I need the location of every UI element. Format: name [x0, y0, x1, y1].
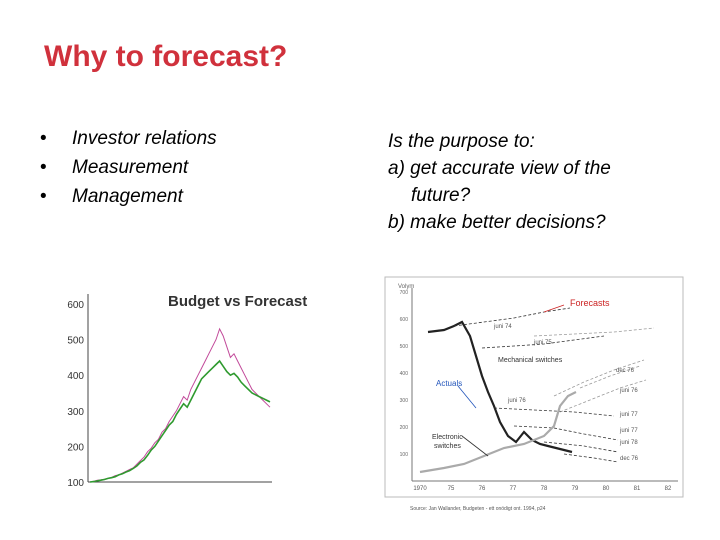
- forecast-line-mech2: [513, 425, 619, 441]
- juni74-label: juni 74: [493, 324, 512, 330]
- bullet-text: Management: [72, 186, 183, 207]
- forecast-electronic-2: [559, 379, 647, 413]
- bullet-item: • Measurement: [40, 153, 217, 182]
- switches-label: switches: [434, 443, 461, 450]
- y-axis-label: Volym: [398, 284, 414, 290]
- bullet-item: • Management: [40, 182, 217, 211]
- electronic-arrow: [461, 435, 489, 457]
- series-line-green: [89, 359, 271, 483]
- y-tick-label: 200: [67, 442, 84, 453]
- juni76b-label: juni 76: [507, 398, 526, 404]
- question-b: b) make better decisions?: [388, 212, 606, 233]
- y-tick-label: 100: [67, 478, 84, 489]
- juni76-label: juni 76: [619, 388, 638, 394]
- juni78-label: juni 78: [619, 440, 638, 446]
- x-tick-label: 76: [479, 486, 486, 492]
- question-a-line1: a) get accurate view of the: [388, 158, 611, 179]
- forecast-electronic-3: [533, 327, 655, 337]
- y-tick-label: 300: [400, 398, 409, 404]
- x-tick-label: 78: [541, 486, 548, 492]
- forecast-line-mech3: [543, 441, 619, 453]
- y-tick-label: 300: [67, 407, 84, 418]
- slide-title: Why to forecast?: [44, 40, 288, 73]
- electronic-label: Electronic: [432, 434, 463, 441]
- juni77-label: juni 77: [619, 412, 638, 418]
- x-tick-label: 75: [448, 486, 455, 492]
- actuals-label: Actuals: [436, 379, 462, 388]
- switches-volume-svg: Volym 700 600 500 400 300 200 100 1970 75 76 77 78…: [384, 276, 684, 512]
- source-note: Source: Jan Wallander, Budgeten - ett on…: [410, 506, 546, 512]
- bullet-dot: •: [40, 186, 47, 207]
- juni75-label: juni 75: [533, 340, 552, 346]
- forecast-line-mech1: [493, 407, 615, 417]
- y-tick-label: 200: [400, 425, 409, 431]
- budget-vs-forecast-svg: Budget vs Forecast 600 500 400 300 200 100: [67, 293, 307, 489]
- bullet-text: Investor relations: [72, 128, 217, 149]
- forecast-line-mech4: [563, 453, 619, 463]
- dec76b-label: dec 76: [620, 456, 639, 462]
- x-tick-label: 82: [665, 486, 672, 492]
- y-tick-label: 500: [67, 336, 84, 347]
- bullet-item: • Investor relations: [40, 124, 217, 153]
- y-tick-label: 100: [400, 452, 409, 458]
- actuals-arrow: [457, 385, 477, 409]
- dec76-label: dec 76: [616, 368, 635, 374]
- forecast-line-juni74: [453, 307, 571, 327]
- y-tick-label: 500: [400, 344, 409, 350]
- bullet-dot: •: [40, 128, 47, 149]
- series-line-magenta: [89, 327, 271, 483]
- chart-frame: [384, 276, 684, 498]
- y-tick-label: 400: [67, 371, 84, 382]
- juni77b-label: juni 77: [619, 428, 638, 434]
- bullet-list: • Investor relations • Measurement • Manage…: [40, 124, 217, 211]
- forecast-electronic-1: [553, 359, 645, 397]
- y-tick-label: 700: [400, 290, 409, 296]
- x-tick-label: 81: [634, 486, 641, 492]
- x-tick-label: 1970: [413, 486, 427, 492]
- question-a-line2: future?: [411, 185, 471, 206]
- y-tick-label: 400: [400, 371, 409, 377]
- forecasts-label: Forecasts: [570, 298, 610, 308]
- actual-mechanical-line: [427, 320, 573, 454]
- x-tick-label: 80: [603, 486, 610, 492]
- bullet-dot: •: [40, 157, 47, 178]
- forecast-line-juni75: [481, 335, 605, 349]
- y-tick-label: 600: [67, 300, 84, 311]
- forecast-electronic-4: [579, 365, 641, 389]
- purpose-questions: Is the purpose to: a) get accurate view …: [388, 128, 611, 236]
- actual-electronic-line: [419, 391, 577, 474]
- budget-vs-forecast-chart: Budget vs Forecast 600 500 400 300 200 100: [40, 280, 320, 490]
- switches-volume-chart: Volym 700 600 500 400 300 200 100 1970 75 76 77 78…: [384, 276, 684, 516]
- y-tick-label: 600: [400, 317, 409, 323]
- question-intro: Is the purpose to:: [388, 131, 535, 152]
- forecasts-arrow: [543, 304, 565, 313]
- x-tick-label: 79: [572, 486, 579, 492]
- bullet-text: Measurement: [72, 157, 189, 178]
- x-tick-label: 77: [510, 486, 517, 492]
- chart-title: Budget vs Forecast: [168, 293, 307, 310]
- mechanical-switches-label: Mechanical switches: [498, 357, 563, 364]
